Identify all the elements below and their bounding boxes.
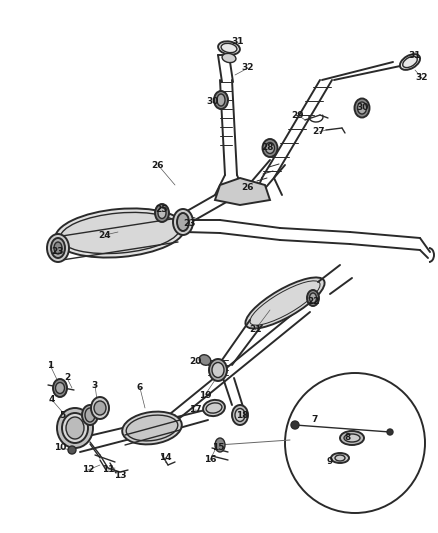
Ellipse shape: [215, 438, 225, 452]
Ellipse shape: [357, 102, 367, 114]
Text: 23: 23: [184, 219, 196, 228]
Text: 2: 2: [64, 374, 70, 383]
Text: 26: 26: [152, 160, 164, 169]
Ellipse shape: [245, 278, 325, 328]
Ellipse shape: [55, 208, 185, 257]
Ellipse shape: [203, 400, 225, 416]
Text: 14: 14: [159, 453, 171, 462]
Ellipse shape: [222, 53, 236, 62]
Text: 26: 26: [242, 183, 254, 192]
Text: 12: 12: [82, 465, 94, 474]
Ellipse shape: [62, 413, 88, 443]
Ellipse shape: [262, 139, 278, 157]
Text: 6: 6: [137, 384, 143, 392]
Polygon shape: [215, 178, 270, 205]
Ellipse shape: [54, 242, 62, 254]
Text: 1: 1: [47, 360, 53, 369]
Text: 4: 4: [49, 395, 55, 405]
Ellipse shape: [60, 213, 180, 254]
Ellipse shape: [214, 91, 228, 109]
Ellipse shape: [158, 207, 166, 219]
Text: 28: 28: [262, 143, 274, 152]
Ellipse shape: [53, 379, 67, 397]
Text: 10: 10: [54, 443, 66, 453]
Ellipse shape: [126, 415, 178, 441]
Text: 17: 17: [189, 406, 201, 415]
Ellipse shape: [235, 408, 245, 422]
Text: 29: 29: [292, 110, 304, 119]
Ellipse shape: [265, 142, 275, 154]
Text: 9: 9: [327, 457, 333, 466]
Ellipse shape: [354, 99, 370, 117]
Ellipse shape: [82, 405, 98, 425]
Text: 23: 23: [52, 247, 64, 256]
Text: 31: 31: [409, 51, 421, 60]
Circle shape: [387, 429, 393, 435]
Ellipse shape: [56, 383, 64, 393]
Text: 27: 27: [313, 127, 325, 136]
Ellipse shape: [400, 54, 420, 70]
Text: 21: 21: [249, 326, 261, 335]
Ellipse shape: [212, 362, 224, 377]
Text: 8: 8: [345, 433, 351, 442]
Ellipse shape: [307, 290, 319, 306]
Text: 20: 20: [189, 358, 201, 367]
Ellipse shape: [47, 234, 69, 262]
Ellipse shape: [209, 359, 227, 381]
Text: 18: 18: [236, 410, 248, 419]
Text: 22: 22: [307, 297, 319, 306]
Ellipse shape: [57, 408, 93, 448]
Ellipse shape: [340, 431, 364, 445]
Ellipse shape: [218, 42, 240, 55]
Text: 13: 13: [114, 471, 126, 480]
Text: 24: 24: [99, 230, 111, 239]
Circle shape: [291, 421, 299, 429]
Ellipse shape: [331, 453, 349, 463]
Ellipse shape: [344, 434, 360, 442]
Ellipse shape: [122, 411, 182, 445]
Text: 31: 31: [232, 37, 244, 46]
Ellipse shape: [173, 209, 193, 235]
Circle shape: [285, 373, 425, 513]
Ellipse shape: [91, 397, 109, 419]
Text: 32: 32: [242, 63, 254, 72]
Text: 19: 19: [199, 391, 211, 400]
Ellipse shape: [155, 204, 169, 222]
Text: 16: 16: [204, 456, 216, 464]
Text: 15: 15: [212, 442, 224, 451]
Ellipse shape: [232, 405, 248, 425]
Circle shape: [68, 446, 76, 454]
Text: 3: 3: [92, 381, 98, 390]
Text: 5: 5: [59, 410, 65, 419]
Text: 11: 11: [102, 465, 114, 474]
Ellipse shape: [217, 94, 225, 106]
Text: 32: 32: [416, 74, 428, 83]
Text: 25: 25: [156, 206, 168, 214]
Text: 30: 30: [357, 102, 369, 111]
Ellipse shape: [177, 213, 189, 231]
Ellipse shape: [51, 238, 65, 258]
Ellipse shape: [94, 401, 106, 415]
Ellipse shape: [199, 355, 211, 365]
Ellipse shape: [66, 417, 84, 439]
Text: 30: 30: [207, 98, 219, 107]
Text: 7: 7: [312, 416, 318, 424]
Ellipse shape: [310, 293, 317, 303]
